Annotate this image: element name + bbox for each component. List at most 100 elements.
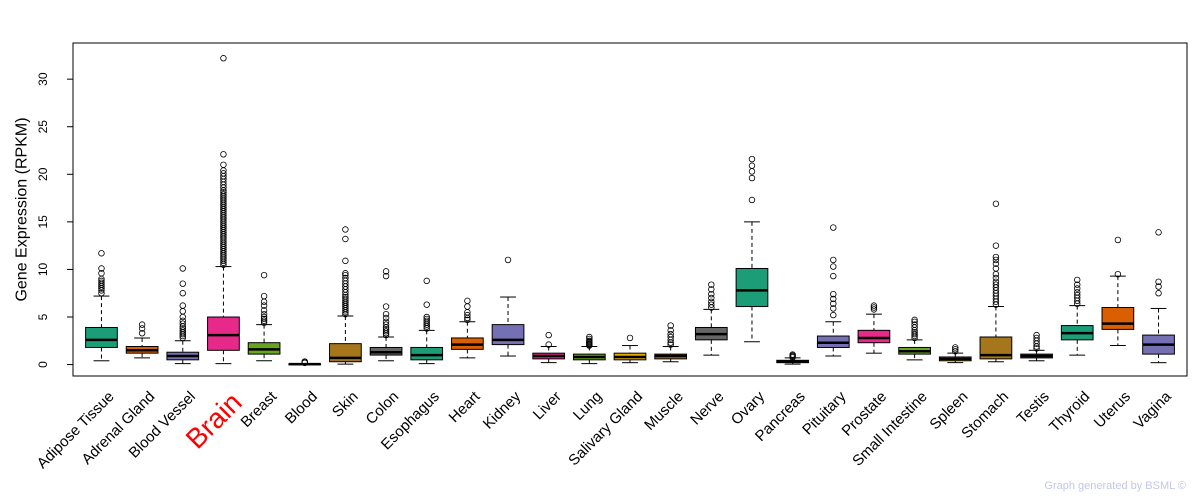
y-tick-label: 10 [36,262,50,276]
outlier-point [748,162,756,169]
outlier-point [708,286,715,293]
box-kidney [491,324,525,346]
outlier-point [1033,334,1040,342]
outlier-point [342,274,349,282]
outlier-point [667,341,674,348]
outlier-point [1074,285,1081,292]
outlier-point [992,265,1000,272]
outlier-point [992,274,1000,282]
outlier-point [992,281,1000,288]
outlier-point [952,346,959,353]
outlier-point [1074,291,1081,299]
outlier-point [179,308,186,315]
outlier-point [911,330,918,338]
outlier-point [626,334,634,342]
outlier-point [667,327,674,334]
outlier-point [98,290,105,297]
outlier-point [260,313,268,321]
outlier-point [789,351,796,358]
outlier-point [138,329,146,337]
y-tick-label: 5 [36,313,50,320]
outlier-point [911,321,918,328]
x-tick-label: Muscle [641,388,687,434]
outlier-point [667,322,674,329]
outlier-point [748,196,756,204]
outlier-point [830,295,837,303]
outlier-point [382,318,390,325]
outlier-point [179,325,186,332]
outlier-point [179,280,186,287]
outlier-point [870,302,878,309]
outlier-point [179,317,186,325]
outlier-point [870,306,878,313]
outlier-point [138,321,146,328]
outlier-point [260,302,268,309]
x-tick-label: Heart [446,388,485,427]
outlier-point [179,265,186,272]
outlier-point [992,278,1000,286]
outlier-point [748,174,756,182]
x-tick-label: Kidney [480,388,525,433]
outlier-point [545,341,552,348]
outlier-point [1033,331,1040,339]
x-tick-label: Small Intestine [849,388,931,470]
outlier-point [708,290,715,298]
outlier-point [98,265,105,272]
outlier-point [992,270,1000,278]
outlier-point [911,316,918,324]
outlier-point [342,257,349,265]
outlier-point [423,313,430,321]
outlier-point [220,161,227,168]
outlier-point [952,344,959,351]
x-tick-label: Thyroid [1046,388,1093,435]
outlier-point [464,311,471,319]
x-tick-label: Nerve [687,388,727,428]
outlier-point [260,307,268,314]
outlier-point [1074,276,1081,284]
outlier-point [423,277,430,285]
outlier-point [423,317,430,325]
outlier-point [1155,278,1162,286]
outlier-point [748,168,756,175]
outlier-point [830,272,837,280]
outlier-point [830,224,837,231]
box-uterus [1101,306,1135,330]
outlier-point [423,301,430,308]
outlier-point [911,318,918,325]
outlier-point [98,270,105,277]
outlier-point [545,331,552,339]
y-tick-label: 0 [36,361,50,368]
box-brain [207,316,240,351]
outlier-point [342,226,349,233]
outlier-point [179,327,186,334]
outlier-point [992,200,1000,207]
credit-text: Graph generated by BSML © [1044,480,1186,492]
outlier-point [870,304,878,311]
outlier-point [342,270,349,277]
outlier-point [138,325,146,332]
outlier-point [464,303,471,310]
outlier-point [1114,270,1122,278]
outlier-point [992,253,1000,261]
outlier-point [830,290,837,298]
plot-frame [72,42,1188,377]
outlier-point [423,315,430,323]
outlier-point [342,235,349,243]
outlier-point [179,320,186,327]
outlier-point [504,256,512,264]
outlier-point [220,151,227,158]
outlier-point [301,358,308,365]
outlier-point [911,329,918,336]
outlier-point [342,271,349,279]
outlier-point [992,242,1000,249]
outlier-point [708,298,715,305]
outlier-point [179,302,186,309]
box-adipose-tissue [85,326,118,348]
outlier-point [1033,345,1040,352]
y-axis-label: Gene Expression (RPKM) [14,117,31,301]
outlier-point [1114,236,1122,244]
outlier-point [342,295,349,303]
outlier-point [98,277,105,285]
outlier-point [708,281,715,288]
outlier-point [586,335,593,343]
